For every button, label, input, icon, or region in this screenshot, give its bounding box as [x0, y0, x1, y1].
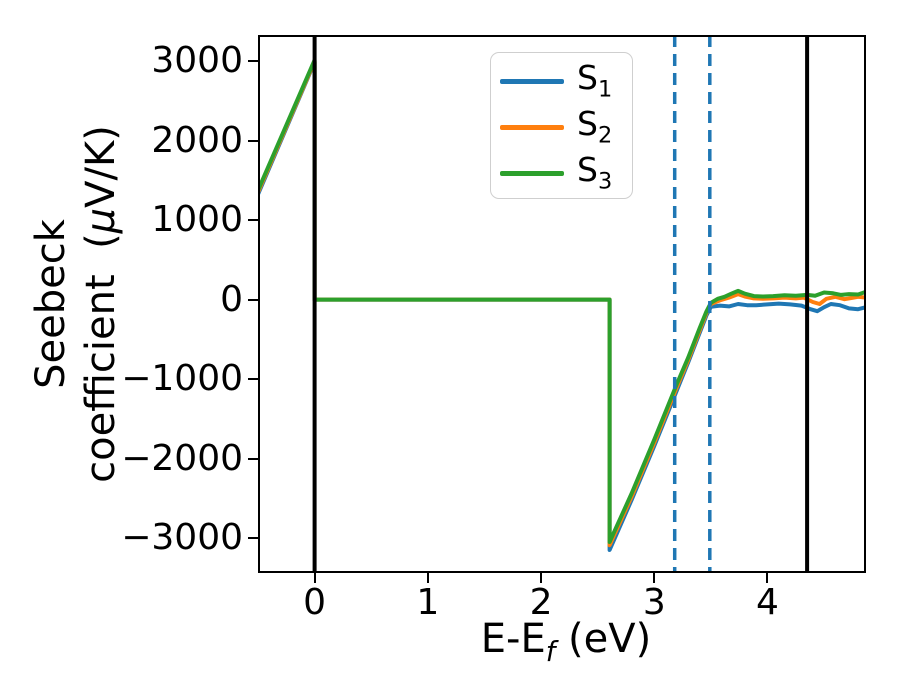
legend-item-S2: S2	[491, 104, 632, 150]
legend-line-swatch	[500, 78, 564, 84]
plot-area: S1 S2 S3	[258, 35, 866, 573]
y-tick-label: 2000	[151, 119, 243, 161]
x-tick-label: 4	[756, 582, 779, 623]
legend: S1 S2 S3	[490, 52, 633, 199]
legend-item-S3: S3	[491, 150, 632, 196]
x-axis-label-post: (eV)	[555, 616, 652, 662]
y-tick-label: −2000	[121, 437, 243, 479]
x-tick-mark	[540, 573, 543, 583]
x-axis-label: E-Ef (eV)	[481, 616, 651, 668]
y-tick-label: −3000	[121, 517, 243, 559]
series-line-S3	[258, 58, 866, 544]
axes-frame	[258, 35, 866, 573]
y-tick-mark	[248, 60, 258, 63]
legend-item-S1: S1	[491, 58, 632, 104]
x-tick-mark	[313, 573, 316, 583]
x-tick-mark	[653, 573, 656, 583]
y-tick-mark	[248, 378, 258, 381]
legend-label: S2	[577, 103, 613, 149]
chart-canvas	[258, 35, 866, 573]
x-tick-label: 1	[416, 582, 440, 623]
x-tick-label: 3	[642, 582, 666, 623]
x-tick-mark	[766, 573, 769, 583]
y-tick-mark	[248, 219, 258, 222]
legend-label: S3	[577, 149, 613, 195]
x-tick-label: 0	[303, 582, 327, 623]
y-tick-mark	[248, 298, 258, 301]
x-tick-mark	[426, 573, 429, 583]
x-axis-label-sub: f	[545, 637, 556, 668]
y-tick-label: 3000	[151, 40, 243, 82]
legend-label: S1	[577, 57, 613, 103]
y-tick-mark	[248, 139, 258, 142]
y-tick-mark	[248, 537, 258, 540]
legend-line-swatch	[500, 170, 564, 176]
y-tick-mark	[248, 457, 258, 460]
x-axis-label-pre: E-E	[480, 616, 546, 662]
y-tick-label: −1000	[121, 358, 243, 400]
x-tick-label: 2	[529, 582, 553, 623]
legend-line-swatch	[500, 124, 564, 130]
y-tick-label: 0	[220, 278, 243, 320]
y-tick-label: 1000	[151, 199, 243, 241]
